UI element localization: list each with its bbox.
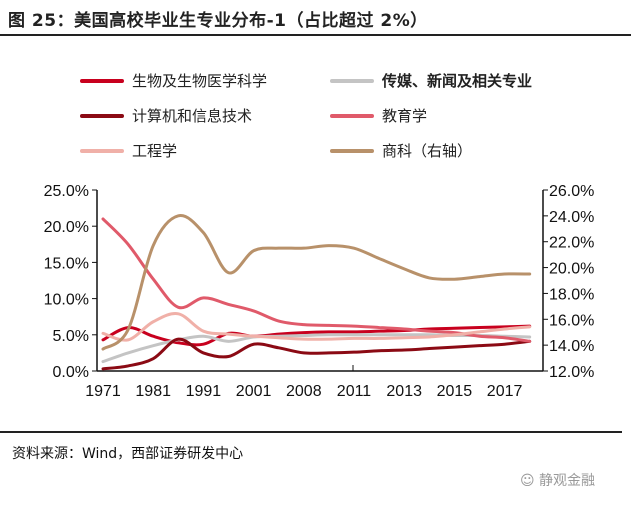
legend-label: 商科（右轴） xyxy=(382,142,473,160)
figure-title: 图 25：美国高校毕业生专业分布-1（占比超过 2%） xyxy=(8,11,428,31)
x-tick-label: 2011 xyxy=(337,383,372,400)
left-tick-label: 10.0% xyxy=(44,292,89,309)
legend-swatch xyxy=(80,78,124,83)
legend-label: 生物及生物医学科学 xyxy=(132,72,268,90)
series-line xyxy=(101,217,532,343)
footer-divider xyxy=(0,431,622,433)
line-chart: 0.0% 5.0% 10.0% 15.0% 20.0% 25.0% 12.0% 14.0% 16… xyxy=(44,183,595,400)
legend-item: 传媒、新闻及相关专业 xyxy=(330,70,532,91)
legend-item: 教育学 xyxy=(330,105,427,126)
source-note: 资料来源：Wind，西部证券研发中心 xyxy=(12,446,244,462)
x-tick-label: 2001 xyxy=(236,383,272,400)
right-tick-label: 16.0% xyxy=(549,312,594,329)
wechat-icon: ☺ xyxy=(520,473,540,489)
legend-label: 传媒、新闻及相关专业 xyxy=(382,72,533,90)
x-tick-label: 2013 xyxy=(386,383,422,400)
left-tick-label: 20.0% xyxy=(44,219,89,236)
series-line xyxy=(101,324,532,347)
series-line xyxy=(101,337,532,371)
watermark: ☺ 静观金融 xyxy=(520,470,595,490)
series-line xyxy=(101,214,532,351)
x-tick-label: 1971 xyxy=(85,383,121,400)
right-tick-label: 22.0% xyxy=(549,235,594,252)
left-tick-label: 15.0% xyxy=(44,255,89,272)
legend-label: 教育学 xyxy=(382,107,428,125)
legend-item: 工程学 xyxy=(80,140,177,161)
legend-swatch xyxy=(330,113,374,118)
legend-swatch xyxy=(80,148,124,153)
legend-label: 计算机和信息技术 xyxy=(132,107,253,125)
x-tick-label: 2008 xyxy=(286,383,322,400)
title-divider xyxy=(0,34,631,36)
right-tick-label: 24.0% xyxy=(549,209,594,226)
x-tick-label: 1991 xyxy=(186,383,222,400)
legend-swatch xyxy=(330,78,374,83)
right-tick-label: 12.0% xyxy=(549,364,594,381)
legend-item: 计算机和信息技术 xyxy=(80,105,252,126)
left-tick-label: 25.0% xyxy=(44,183,89,200)
x-tick-label: 2017 xyxy=(487,383,523,400)
left-tick-label: 5.0% xyxy=(53,328,89,345)
legend-swatch xyxy=(330,148,374,153)
legend-item: 商科（右轴） xyxy=(330,140,472,161)
right-tick-label: 18.0% xyxy=(549,286,594,303)
series-line xyxy=(101,312,532,342)
legend-swatch xyxy=(80,113,124,118)
x-tick-label: 2015 xyxy=(437,383,473,400)
right-tick-label: 14.0% xyxy=(549,338,594,355)
right-tick-label: 20.0% xyxy=(549,261,594,278)
legend-item: 生物及生物医学科学 xyxy=(80,70,267,91)
left-tick-label: 0.0% xyxy=(53,364,89,381)
watermark-text: 静观金融 xyxy=(539,473,596,489)
x-tick-label: 1981 xyxy=(135,383,171,400)
right-tick-label: 26.0% xyxy=(549,183,594,200)
legend-label: 工程学 xyxy=(132,142,178,160)
